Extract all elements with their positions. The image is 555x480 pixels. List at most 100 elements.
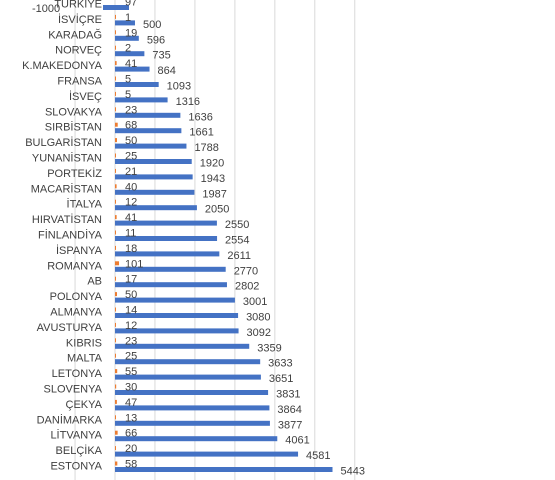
data-label-primary: 2554 [225, 235, 249, 247]
category-label: İTALYA [67, 198, 103, 211]
bar-primary [103, 5, 129, 10]
data-label-primary: 3651 [269, 373, 293, 385]
category-label: K.MAKEDONYA [22, 60, 103, 72]
data-label-primary: 3001 [243, 296, 267, 308]
category-label: HIRVATİSTAN [32, 213, 102, 226]
data-label-secondary: 2 [125, 43, 131, 55]
axis-tick-label: -1000 [32, 3, 60, 15]
data-label-primary: 5443 [341, 466, 365, 478]
bar-secondary [115, 399, 117, 404]
data-label-secondary: 17 [125, 274, 137, 286]
bar-secondary [115, 138, 117, 143]
data-label-primary: 2050 [205, 204, 229, 216]
bar-primary [115, 159, 192, 164]
bar-primary [115, 390, 269, 395]
bar-secondary [115, 122, 118, 127]
bar-secondary [115, 415, 116, 420]
data-label-secondary: 11 [125, 228, 136, 240]
bar-secondary [115, 276, 116, 281]
bar-secondary [115, 446, 116, 451]
data-label-secondary: 50 [125, 289, 137, 301]
data-label-secondary: 101 [125, 258, 143, 270]
data-label-primary: 596 [147, 34, 165, 46]
category-label: DANİMARKA [37, 413, 103, 426]
category-label: POLONYA [50, 291, 103, 303]
data-label-primary: 3831 [276, 389, 300, 401]
data-label-secondary: 68 [125, 120, 137, 132]
category-label: PORTEKİZ [47, 167, 102, 180]
category-label: LİTVANYA [50, 429, 102, 442]
data-label-secondary: 18 [125, 243, 137, 255]
data-label-secondary: 30 [125, 382, 137, 394]
data-label-secondary: 5 [125, 74, 131, 86]
bar-primary [115, 236, 218, 241]
data-label-primary: 735 [152, 50, 170, 62]
bar-primary [115, 405, 270, 411]
data-label-primary: 3359 [257, 342, 281, 354]
data-label-primary: 3864 [277, 404, 301, 416]
bar-secondary [115, 292, 117, 297]
data-label-secondary: 23 [125, 335, 137, 347]
data-label-secondary: 12 [125, 320, 137, 332]
bar-primary [115, 359, 261, 365]
bar-primary [115, 220, 217, 226]
data-label-secondary: 41 [125, 58, 137, 70]
category-label: SIRBİSTAN [45, 121, 102, 134]
bar-primary [115, 451, 299, 457]
data-label-primary: 2802 [235, 281, 259, 293]
bar-primary [115, 420, 270, 426]
category-label: İSVİÇRE [58, 13, 102, 26]
category-label: YUNANİSTAN [32, 152, 102, 165]
category-label: TÜRKİYE [54, 0, 102, 11]
bar-secondary [115, 199, 116, 204]
bar-primary [115, 251, 220, 257]
data-label-secondary: 40 [125, 181, 137, 193]
bar-secondary [115, 91, 116, 96]
bar-secondary [115, 245, 116, 250]
category-label: BULGARİSTAN [25, 136, 102, 149]
data-label-secondary: 58 [125, 459, 137, 471]
data-label-secondary: 50 [125, 135, 137, 147]
data-label-primary: 1661 [189, 127, 213, 139]
category-label: İSPANYA [56, 244, 103, 257]
bar-secondary [115, 430, 118, 435]
bar-secondary [115, 230, 116, 235]
data-label-secondary: 13 [125, 412, 137, 424]
data-label-primary: 1093 [167, 81, 191, 93]
data-label-secondary: 41 [125, 212, 137, 224]
data-label-secondary: 14 [125, 305, 137, 317]
data-label-primary: 1636 [188, 111, 212, 123]
bar-primary [115, 143, 187, 149]
data-label-secondary: 12 [125, 197, 137, 209]
category-label: KARADAĞ [48, 28, 102, 41]
category-label: ESTONYA [50, 461, 102, 473]
bar-secondary [115, 61, 117, 66]
bar-secondary [115, 215, 117, 220]
category-label: İSVEÇ [69, 90, 102, 103]
bar-primary [115, 374, 261, 380]
bar-primary [115, 266, 226, 272]
category-label: ALMANYA [50, 307, 102, 319]
data-label-primary: 3080 [246, 312, 270, 324]
bar-primary [115, 66, 150, 72]
bar-secondary [115, 14, 116, 19]
bar-primary [115, 97, 168, 103]
category-label: NORVEÇ [55, 45, 102, 57]
bar-primary [115, 343, 250, 349]
data-label-primary: 500 [143, 19, 161, 31]
data-label-primary: 2770 [234, 265, 258, 277]
bar-secondary [115, 369, 118, 374]
bar-primary [115, 282, 227, 288]
category-label: AB [87, 276, 102, 288]
bar-secondary [115, 353, 116, 358]
bar-secondary [115, 322, 116, 327]
data-label-primary: 4581 [306, 450, 330, 462]
bar-primary [115, 112, 181, 118]
data-label-secondary: 5 [125, 89, 131, 101]
bar-secondary [115, 30, 116, 35]
data-label-secondary: 55 [125, 366, 137, 378]
bar-secondary [115, 153, 116, 158]
bar-secondary [115, 45, 116, 50]
bar-secondary [115, 168, 116, 173]
